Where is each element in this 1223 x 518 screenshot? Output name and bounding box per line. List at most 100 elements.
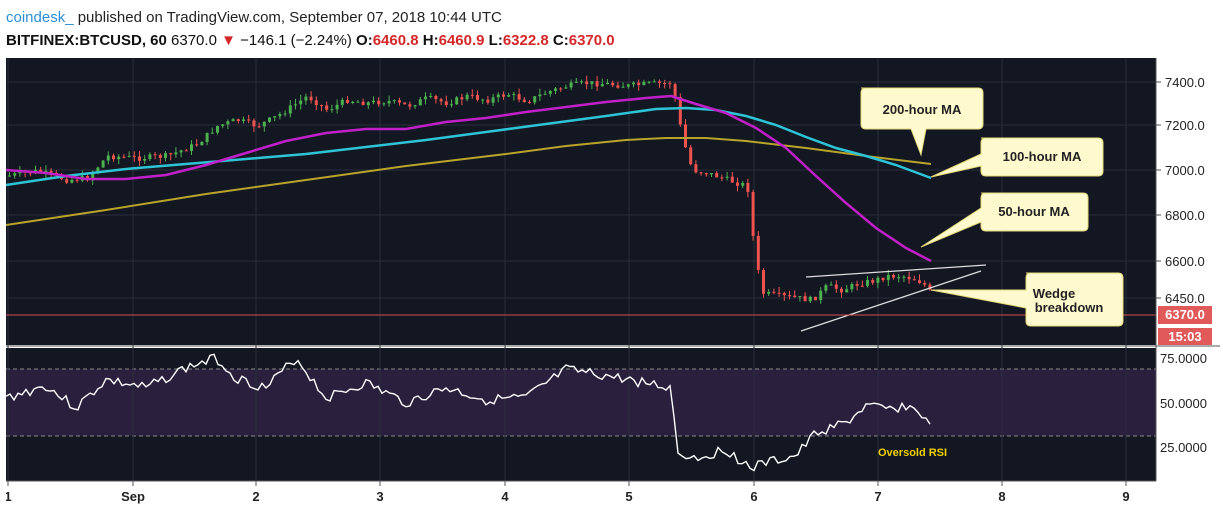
candle-body [548,90,552,94]
candle-body [65,179,69,183]
candle-body [569,82,573,88]
callout-ma100: 100-hour MA [930,137,1104,178]
candle-body [153,154,157,156]
candle-body [730,176,734,183]
candle-body [101,160,105,168]
ma50-line [5,94,932,263]
candle-body [465,94,469,100]
candle-body [44,170,48,173]
candle-body [257,126,261,128]
candle-body [320,105,323,107]
candle-body [522,99,526,103]
symbol-name[interactable]: BITFINEX:BTCUSD, 60 [6,32,167,49]
rsi-band [6,369,1156,436]
candle-body [122,156,126,158]
candle-body [694,164,698,173]
candle-body [756,235,760,271]
candle-body [507,95,511,97]
candle-body [746,182,750,193]
candle-body [340,99,344,105]
candle-body [252,120,256,127]
candle-body [169,153,173,155]
wedge-label-1: Wedge [1033,286,1075,301]
candle-body [294,104,297,106]
price-change: −146.1 (−2.24%) [240,32,352,49]
candle-body [96,167,100,173]
candle-body [918,280,921,284]
candle-body [824,285,828,291]
candles [8,75,932,304]
rsi-line [5,353,931,472]
down-arrow-icon: ▼ [221,32,236,49]
candle-body [236,119,240,121]
candle-body [216,125,219,133]
candle-body [574,81,578,83]
candle-body [881,277,885,281]
candle-body [704,173,708,175]
candle-body [49,170,53,173]
candle-body [138,156,141,161]
candle-body [777,292,781,294]
candle-body [725,176,729,178]
candle-body [190,144,193,151]
candle-body [845,289,849,293]
candle-body [8,175,11,177]
candle-body [242,119,245,121]
price-axis[interactable] [1156,58,1220,348]
rsi-ticks: 75.0000 50.0000 25.0000 [1160,351,1207,455]
candle-body [268,117,271,122]
candle-body [455,97,459,105]
price-tick-label: 7000.0 [1165,163,1205,178]
candle-body [39,169,43,173]
candle-body [928,284,932,290]
candle-body [647,81,651,83]
candle-body [850,284,854,290]
price-tick-label: 7400.0 [1165,75,1205,90]
candle-body [876,277,880,283]
candle-body [559,88,563,90]
ma50-label: 50-hour MA [998,204,1070,219]
candle-body [403,102,407,105]
wedge-lower-line [800,270,982,332]
candle-body [439,99,443,102]
candle-body [528,102,531,104]
candle-body [684,124,687,148]
candle-body [871,280,875,283]
candle-body [517,94,521,100]
candle-body [164,153,167,158]
candle-body [543,93,547,95]
candle-body [106,155,110,161]
candle-body [819,290,823,301]
price-tick-label: 6450.0 [1165,291,1205,306]
candle-body [751,192,755,236]
candle-body [366,102,370,106]
candle-body [127,155,131,157]
candle-body [158,155,162,158]
candle-body [886,274,890,281]
candle-body [481,99,485,101]
candle-body [840,288,843,293]
rsi-tick-label: 25.0000 [1160,440,1207,455]
candle-body [860,285,864,287]
candle-body [304,96,308,101]
candle-body [585,81,589,85]
candle-body [512,94,516,96]
price-tick-label: 6600.0 [1165,254,1205,269]
candle-body [434,95,438,100]
candle-body [907,276,911,280]
time-axis[interactable] [6,481,1220,513]
price-chart[interactable]: 200-hour MA 100-hour MA 50-hour MA Wedge… [4,58,1220,513]
candle-body [782,293,786,296]
candle-body [179,150,183,153]
author-link[interactable]: coindesk_ [6,9,74,26]
price-tick-label: 7200.0 [1165,118,1205,133]
wedge-upper-line [805,264,987,278]
candle-body [247,119,251,121]
chart-area[interactable]: 200-hour MA 100-hour MA 50-hour MA Wedge… [4,58,1220,513]
candle-body [418,99,422,106]
candle-body [424,96,427,100]
candle-body [361,101,365,106]
time-tick-label: 1 [6,489,12,504]
time-tick-label: 7 [874,489,881,504]
candle-body [652,81,656,83]
